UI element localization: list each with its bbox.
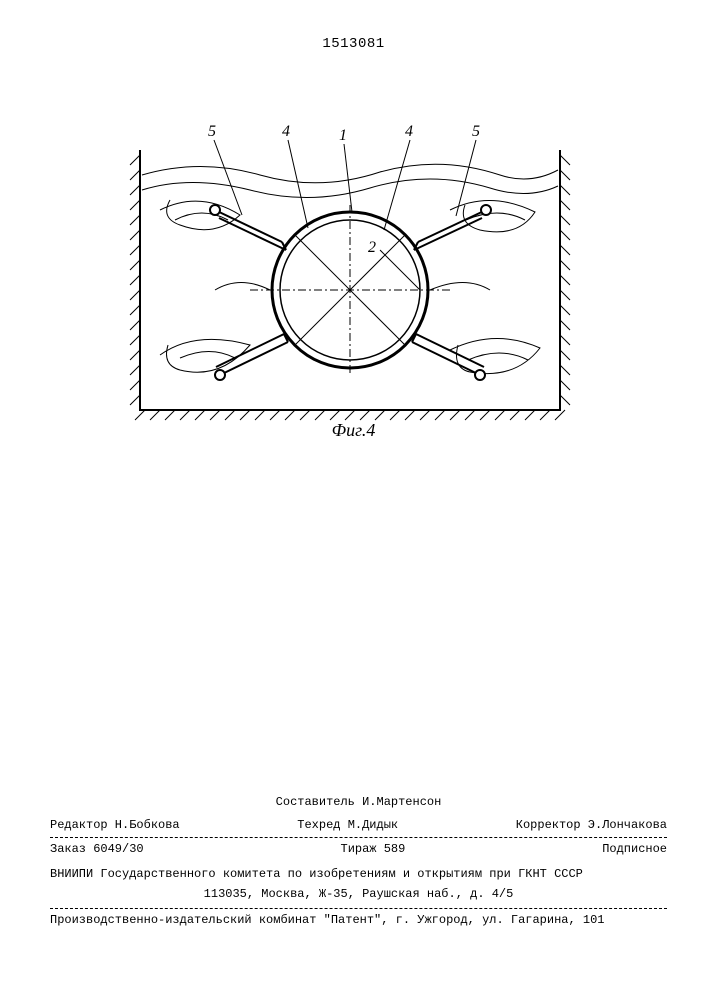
compiler: Составитель И.Мартенсон: [50, 793, 667, 812]
org2: Производственно-издательский комбинат "П…: [50, 911, 667, 930]
footer: Составитель И.Мартенсон Редактор Н.Бобко…: [50, 793, 667, 930]
svg-text:2: 2: [368, 239, 376, 256]
subscription: Подписное: [602, 840, 667, 859]
tirazh: Тираж 589: [341, 840, 406, 859]
svg-text:5: 5: [208, 123, 216, 140]
corrector: Корректор Э.Лончакова: [516, 816, 667, 835]
org1: ВНИИПИ Государственного комитета по изоб…: [50, 865, 667, 884]
page-number: 1513081: [0, 36, 707, 52]
editor: Редактор Н.Бобкова: [50, 816, 180, 835]
org1-addr: 113035, Москва, Ж-35, Раушская наб., д. …: [50, 885, 667, 904]
svg-text:4: 4: [282, 123, 290, 140]
leader-lines: [214, 140, 476, 290]
svg-text:1: 1: [339, 127, 347, 144]
svg-text:5: 5: [472, 123, 480, 140]
tech-editor: Техред М.Дидык: [297, 816, 398, 835]
figure-caption: Фиг.4: [0, 420, 707, 441]
figure-4: 5 4 1 4 5 2: [120, 120, 580, 435]
order: Заказ 6049/30: [50, 840, 144, 859]
svg-text:4: 4: [405, 123, 413, 140]
